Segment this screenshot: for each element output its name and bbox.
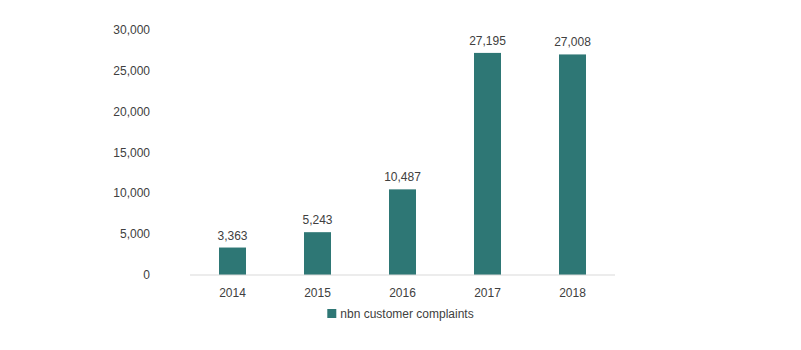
x-tick-label: 2014	[219, 286, 246, 300]
y-tick-label: 20,000	[113, 105, 150, 119]
y-tick-label: 15,000	[113, 146, 150, 160]
y-tick-label: 0	[143, 268, 150, 282]
data-label: 5,243	[302, 213, 332, 227]
bar	[474, 53, 501, 275]
legend-swatch	[327, 309, 336, 318]
data-label: 27,008	[554, 35, 591, 49]
y-tick-label: 25,000	[113, 64, 150, 78]
legend-label: nbn customer complaints	[340, 307, 473, 321]
legend: nbn customer complaints	[327, 307, 473, 321]
x-axis-line	[190, 275, 615, 276]
x-tick-label: 2015	[304, 286, 331, 300]
chart: 0 5,000 10,000 15,000 20,000 25,000 30,000 3,36…	[0, 0, 801, 350]
y-tick-label: 5,000	[120, 227, 150, 241]
data-label: 10,487	[384, 170, 421, 184]
y-tick-label: 10,000	[113, 186, 150, 200]
x-tick-label: 2018	[559, 286, 586, 300]
x-tick-label: 2017	[474, 286, 501, 300]
data-label: 3,363	[217, 229, 247, 243]
bar	[219, 248, 246, 275]
bar	[389, 189, 416, 275]
data-label: 27,195	[469, 34, 506, 48]
bar	[304, 232, 331, 275]
y-tick-label: 30,000	[113, 23, 150, 37]
x-tick-label: 2016	[389, 286, 416, 300]
bar	[559, 54, 586, 275]
